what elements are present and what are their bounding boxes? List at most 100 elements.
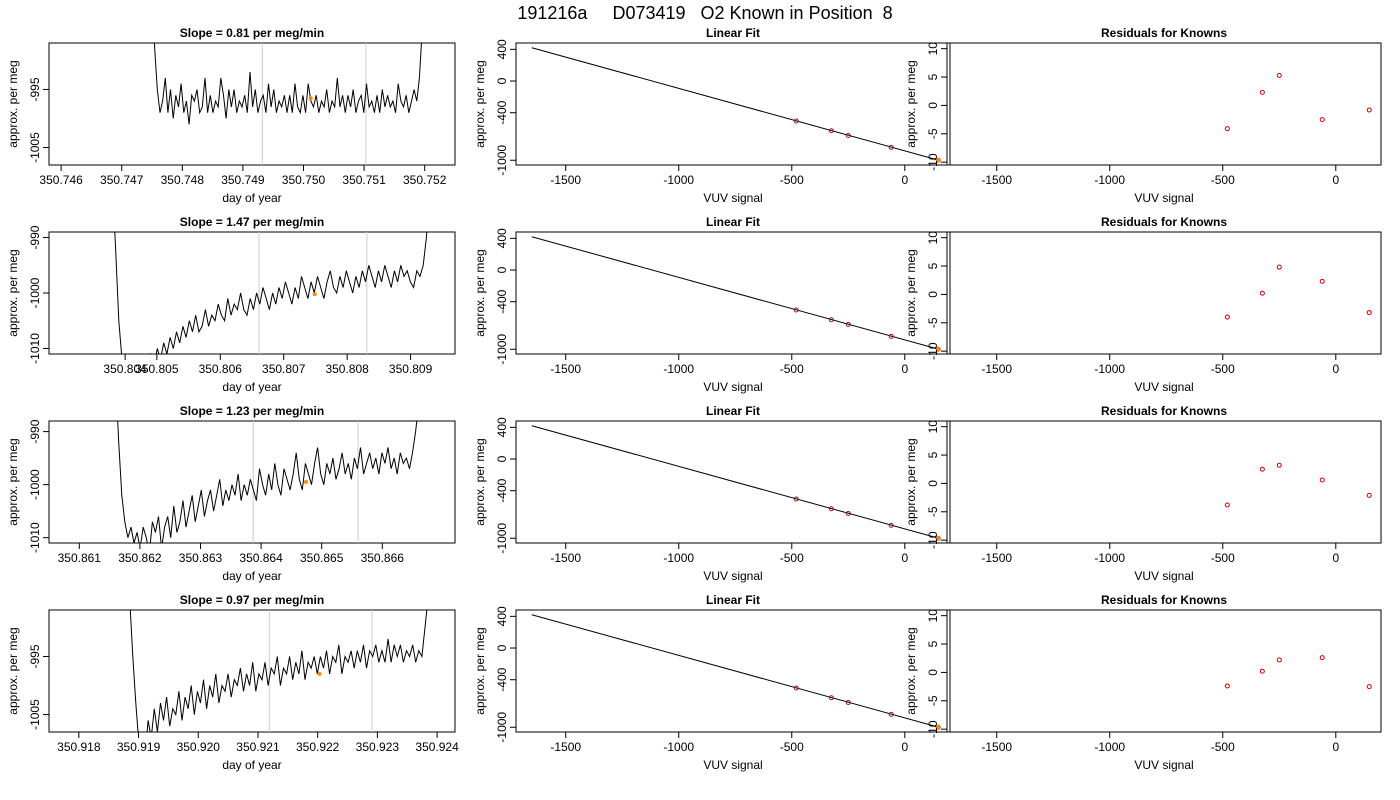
x-tick-label: 0 <box>1332 551 1339 565</box>
y-tick-label: -1000 <box>495 334 509 365</box>
data-point <box>1276 657 1282 663</box>
data-point <box>1224 126 1230 132</box>
x-tick-label: 350.808 <box>325 362 369 376</box>
y-tick-label: -5 <box>926 506 940 517</box>
data-point <box>845 132 851 138</box>
y-axis-label: approx. per meg <box>473 249 487 336</box>
y-tick-label: 0 <box>926 102 940 109</box>
y-tick-label: 10 <box>926 42 940 56</box>
plot-data <box>153 43 422 165</box>
y-tick-label: -1010 <box>28 522 42 553</box>
fit-line <box>531 425 939 539</box>
x-axis-label: VUV signal <box>703 569 762 583</box>
x-tick-label: 350.924 <box>415 740 459 754</box>
plot-frame <box>48 42 456 166</box>
data-point <box>1259 466 1265 472</box>
x-tick-label: 350.920 <box>177 740 221 754</box>
y-tick-label: -1005 <box>28 132 42 163</box>
x-tick-label: -1500 <box>550 173 581 187</box>
data-point <box>1276 462 1282 468</box>
y-tick-label: 400 <box>495 606 509 626</box>
x-tick-label: -500 <box>1211 173 1235 187</box>
y-axis-label: approx. per meg <box>904 438 918 525</box>
panel-r1c1: Slope = 0.81 per meg/min 350.746 350.747 35… <box>6 26 456 205</box>
x-tick-label: 350.865 <box>300 551 344 565</box>
x-tick-label: -500 <box>1211 362 1235 376</box>
y-tick-label: 5 <box>926 262 940 269</box>
x-tick-label: 350.919 <box>117 740 161 754</box>
panel-title: Slope = 0.81 per meg/min <box>180 26 324 40</box>
plot-data <box>1224 72 1372 132</box>
x-tick-label: 350.861 <box>58 551 102 565</box>
plot-data <box>531 425 941 541</box>
y-tick-label: -1000 <box>28 277 42 308</box>
plot-data <box>129 610 428 732</box>
data-point <box>888 333 894 339</box>
data-point <box>888 144 894 150</box>
data-point <box>1366 684 1372 690</box>
x-tick-label: -1000 <box>1094 362 1125 376</box>
signal-trace <box>117 421 418 543</box>
x-tick-label: 350.750 <box>282 173 326 187</box>
y-tick-label: -1005 <box>28 699 42 730</box>
plot-frame <box>946 609 1382 733</box>
x-tick-label: 350.863 <box>179 551 223 565</box>
x-tick-label: 350.804 <box>103 362 147 376</box>
x-tick-label: 0 <box>1332 362 1339 376</box>
data-point <box>828 317 834 323</box>
y-tick-label: -1000 <box>495 712 509 743</box>
x-tick-label: 350.752 <box>403 173 447 187</box>
x-tick-label: -1500 <box>550 362 581 376</box>
panel-r3c3: Residuals for Knowns -1500 -1000 -500 0 10 5 0 -… <box>904 404 1382 583</box>
x-tick-label: 0 <box>1332 740 1339 754</box>
x-tick-label: 350.922 <box>296 740 340 754</box>
plot-frame <box>515 231 951 355</box>
y-tick-label: 400 <box>495 228 509 248</box>
panel-r2c3: Residuals for Knowns -1500 -1000 -500 0 10 5 0 -… <box>904 215 1382 394</box>
x-tick-label: 350.805 <box>135 362 179 376</box>
panel-r1c2: Linear Fit -1500 -1000 -500 0 400 0 -400 -1000 VU… <box>473 26 951 205</box>
plot-data <box>114 232 428 354</box>
data-point <box>1276 72 1282 78</box>
y-tick-label: 0 <box>495 266 509 273</box>
x-tick-label: 350.806 <box>199 362 243 376</box>
panel-title: Linear Fit <box>706 215 760 229</box>
y-tick-label: -10 <box>926 720 940 738</box>
y-axis-label: approx. per meg <box>904 60 918 147</box>
x-tick-label: -1000 <box>663 362 694 376</box>
y-tick-label: 5 <box>926 640 940 647</box>
y-tick-label: 0 <box>926 669 940 676</box>
data-point <box>1259 290 1265 296</box>
data-point <box>828 695 834 701</box>
plot-frame <box>946 231 1382 355</box>
y-tick-label: -5 <box>926 695 940 706</box>
x-tick-label: 0 <box>901 173 908 187</box>
x-tick-label: -500 <box>1211 740 1235 754</box>
y-tick-label: 5 <box>926 451 940 458</box>
data-point <box>793 118 799 124</box>
plot-data <box>117 421 418 543</box>
data-point <box>1224 683 1230 689</box>
x-tick-label: -1500 <box>550 551 581 565</box>
y-tick-label: -10 <box>926 342 940 360</box>
x-axis-label: VUV signal <box>1134 380 1193 394</box>
y-tick-label: -400 <box>495 100 509 124</box>
fit-line <box>531 47 939 161</box>
plot-data <box>1224 264 1372 320</box>
panel-title: Linear Fit <box>706 593 760 607</box>
panel-grid: Slope = 0.81 per meg/min 350.746 350.747 35… <box>6 26 1382 772</box>
y-axis-label: approx. per meg <box>473 627 487 714</box>
x-axis-label: day of year <box>222 380 281 394</box>
plot-data <box>531 614 941 730</box>
plot-data <box>1224 655 1372 690</box>
y-axis-label: approx. per meg <box>904 627 918 714</box>
x-tick-label: -500 <box>780 173 804 187</box>
sample-point <box>308 96 313 101</box>
y-tick-label: 400 <box>495 417 509 437</box>
data-point <box>1259 668 1265 674</box>
y-tick-label: -1000 <box>28 469 42 500</box>
sample-point <box>936 347 941 352</box>
y-axis-label: approx. per meg <box>473 438 487 525</box>
